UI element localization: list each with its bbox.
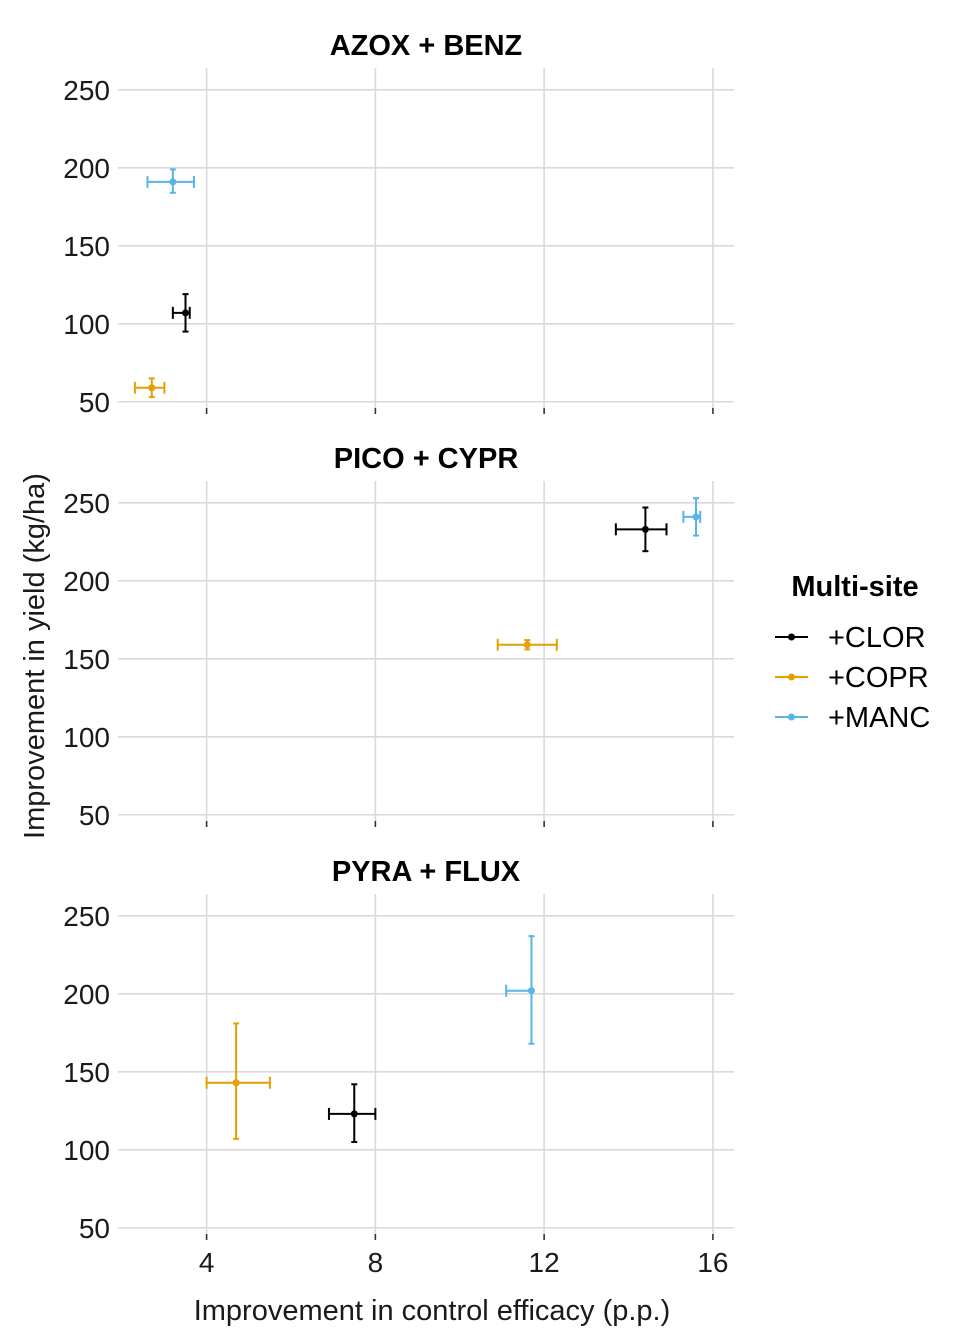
y-tick-label: 150 xyxy=(63,644,110,675)
data-point-group xyxy=(171,293,191,333)
legend: Multi-site +CLOR +COPR +MANC xyxy=(775,571,930,734)
data-point-group xyxy=(496,638,558,651)
data-point xyxy=(350,1110,358,1118)
legend-key-point xyxy=(788,713,795,721)
legend-label: +MANC xyxy=(828,702,930,734)
data-point-group xyxy=(146,168,195,194)
legend-key-point xyxy=(788,633,795,641)
legend-entry: +CLOR xyxy=(775,622,926,654)
facet-panel: PYRA + FLUX 50 100 150 200 250 4 8 12 16 xyxy=(63,856,734,1278)
legend-title: Multi-site xyxy=(791,571,918,603)
legend-label: +CLOR xyxy=(828,622,926,654)
y-axis-title: Improvement in yield (kg/ha) xyxy=(19,473,51,839)
y-tick-label: 200 xyxy=(63,566,110,597)
data-point xyxy=(169,178,177,186)
data-point xyxy=(527,987,535,995)
y-tick-label: 100 xyxy=(63,309,110,340)
facet-panel: AZOX + BENZ 50 100 150 200 250 xyxy=(63,30,734,418)
data-point-group xyxy=(505,935,535,1045)
data-point xyxy=(182,309,190,317)
y-tick-label: 250 xyxy=(63,488,110,519)
x-tick-label: 12 xyxy=(529,1247,560,1278)
data-point xyxy=(148,384,156,392)
y-tick-label: 50 xyxy=(79,800,110,831)
facet-title: PYRA + FLUX xyxy=(332,856,521,888)
data-point xyxy=(523,641,531,649)
facet-title: PICO + CYPR xyxy=(334,443,519,475)
data-point xyxy=(641,525,649,533)
legend-entry: +MANC xyxy=(775,702,930,734)
legend-key-point xyxy=(788,673,795,681)
data-point xyxy=(692,513,700,521)
y-tick-label: 200 xyxy=(63,153,110,184)
y-tick-label: 50 xyxy=(79,387,110,418)
x-axis-title: Improvement in control efficacy (p.p.) xyxy=(194,1295,671,1327)
data-point-group xyxy=(614,506,668,553)
x-tick-label: 4 xyxy=(199,1247,215,1278)
data-point-group xyxy=(133,377,166,399)
x-tick-label: 16 xyxy=(697,1247,728,1278)
data-point-group xyxy=(205,1022,271,1140)
data-point-group xyxy=(327,1083,377,1143)
y-tick-label: 50 xyxy=(79,1213,110,1244)
y-tick-label: 100 xyxy=(63,1135,110,1166)
legend-entry: +COPR xyxy=(775,662,929,694)
legend-label: +COPR xyxy=(828,662,929,694)
y-tick-label: 100 xyxy=(63,722,110,753)
x-tick-label: 8 xyxy=(368,1247,384,1278)
chart-panels: AZOX + BENZ 50 100 150 200 250 PICO + CYPR 50 10… xyxy=(63,30,734,1278)
data-point xyxy=(232,1079,240,1087)
facet-panel: PICO + CYPR 50 100 150 200 250 xyxy=(63,443,734,831)
facet-title: AZOX + BENZ xyxy=(330,30,523,62)
data-point-group xyxy=(682,497,702,537)
y-tick-label: 250 xyxy=(63,75,110,106)
y-tick-label: 150 xyxy=(63,1057,110,1088)
y-tick-label: 200 xyxy=(63,979,110,1010)
y-tick-label: 150 xyxy=(63,231,110,262)
y-tick-label: 250 xyxy=(63,901,110,932)
